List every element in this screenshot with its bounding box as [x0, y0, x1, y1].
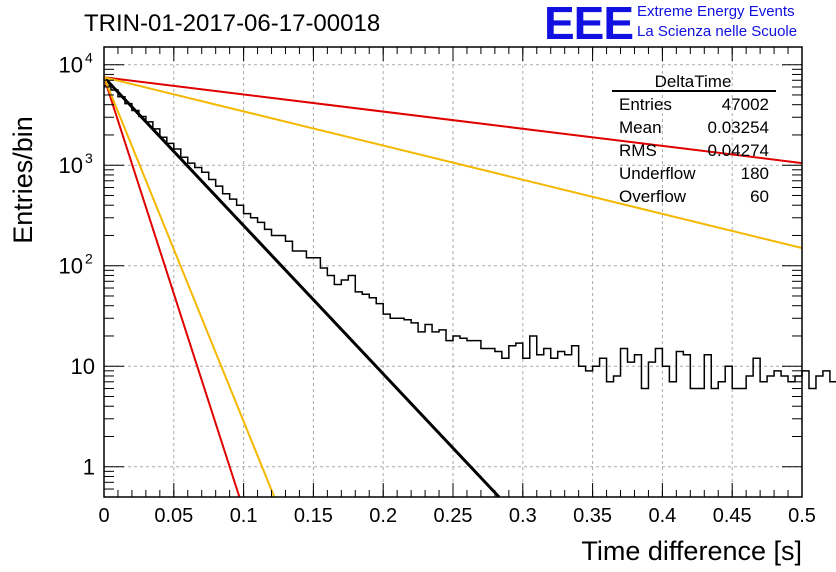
eee-logo: EEE: [544, 0, 634, 49]
logo-caption-line2: La Scienza nelle Scuole: [637, 23, 798, 40]
x-tick-label: 0.5: [788, 505, 816, 527]
grid-lines: [104, 47, 802, 497]
fit-curve-1: [102, 76, 501, 499]
x-tick-label: 0.35: [573, 505, 612, 527]
y-axis-label: Entries/bin: [8, 116, 38, 244]
fit-curve-4: [103, 76, 803, 165]
x-tick-label: 0.45: [713, 505, 752, 527]
stats-label-overflow: Overflow: [619, 187, 687, 206]
stats-box: DeltaTime Entries 47002 Mean 0.03254 RMS 0.04…: [612, 72, 776, 206]
stats-value-overflow: 60: [750, 187, 769, 206]
x-tick-label: 0.05: [154, 505, 193, 527]
logo-caption-line1: Extreme Energy Events: [637, 3, 795, 20]
x-tick-labels: 0 0.05 0.1 0.15 0.2 0.25 0.3 0.35 0.4 0.45 0.5: [98, 505, 815, 527]
fit-curve-2: [103, 76, 241, 498]
x-tick-label: 0.3: [509, 505, 537, 527]
stats-box-title: DeltaTime: [655, 72, 732, 91]
fit-curve-3: [103, 76, 276, 498]
stats-value-entries: 47002: [722, 95, 769, 114]
stats-value-rms: 0.04274: [708, 141, 769, 160]
stats-box-rows: Entries 47002 Mean 0.03254 RMS 0.04274 Underfl…: [619, 95, 769, 206]
axis-ticks: [103, 47, 803, 497]
stats-label-rms: RMS: [619, 141, 657, 160]
fit-curve-5: [103, 76, 803, 249]
stats-value-underflow: 180: [741, 164, 769, 183]
y-tick-label: 10: [71, 354, 95, 379]
y-tick-exponent: 3: [85, 150, 93, 166]
stats-label-underflow: Underflow: [619, 164, 696, 183]
fit-curves-layer: [102, 76, 803, 499]
y-tick-label: 1: [83, 455, 95, 480]
chart-title: TRIN-01-2017-06-17-00018: [84, 10, 381, 37]
y-tick-label: 10: [59, 254, 83, 279]
y-tick-label: 10: [59, 53, 83, 78]
x-axis-label: Time difference [s]: [581, 536, 802, 566]
x-tick-label: 0.4: [648, 505, 676, 527]
histogram-outline: [104, 84, 836, 390]
x-tick-label: 0: [98, 505, 109, 527]
x-tick-label: 0.25: [434, 505, 473, 527]
histogram-layer: [104, 84, 836, 390]
y-tick-exponent: 2: [85, 251, 93, 267]
stats-label-mean: Mean: [619, 118, 662, 137]
x-tick-label: 0.1: [230, 505, 258, 527]
y-tick-label: 10: [59, 153, 83, 178]
x-tick-label: 0.2: [369, 505, 397, 527]
stats-value-mean: 0.03254: [708, 118, 769, 137]
y-tick-exponent: 4: [85, 50, 93, 66]
x-tick-label: 0.15: [294, 505, 333, 527]
stats-label-entries: Entries: [619, 95, 672, 114]
